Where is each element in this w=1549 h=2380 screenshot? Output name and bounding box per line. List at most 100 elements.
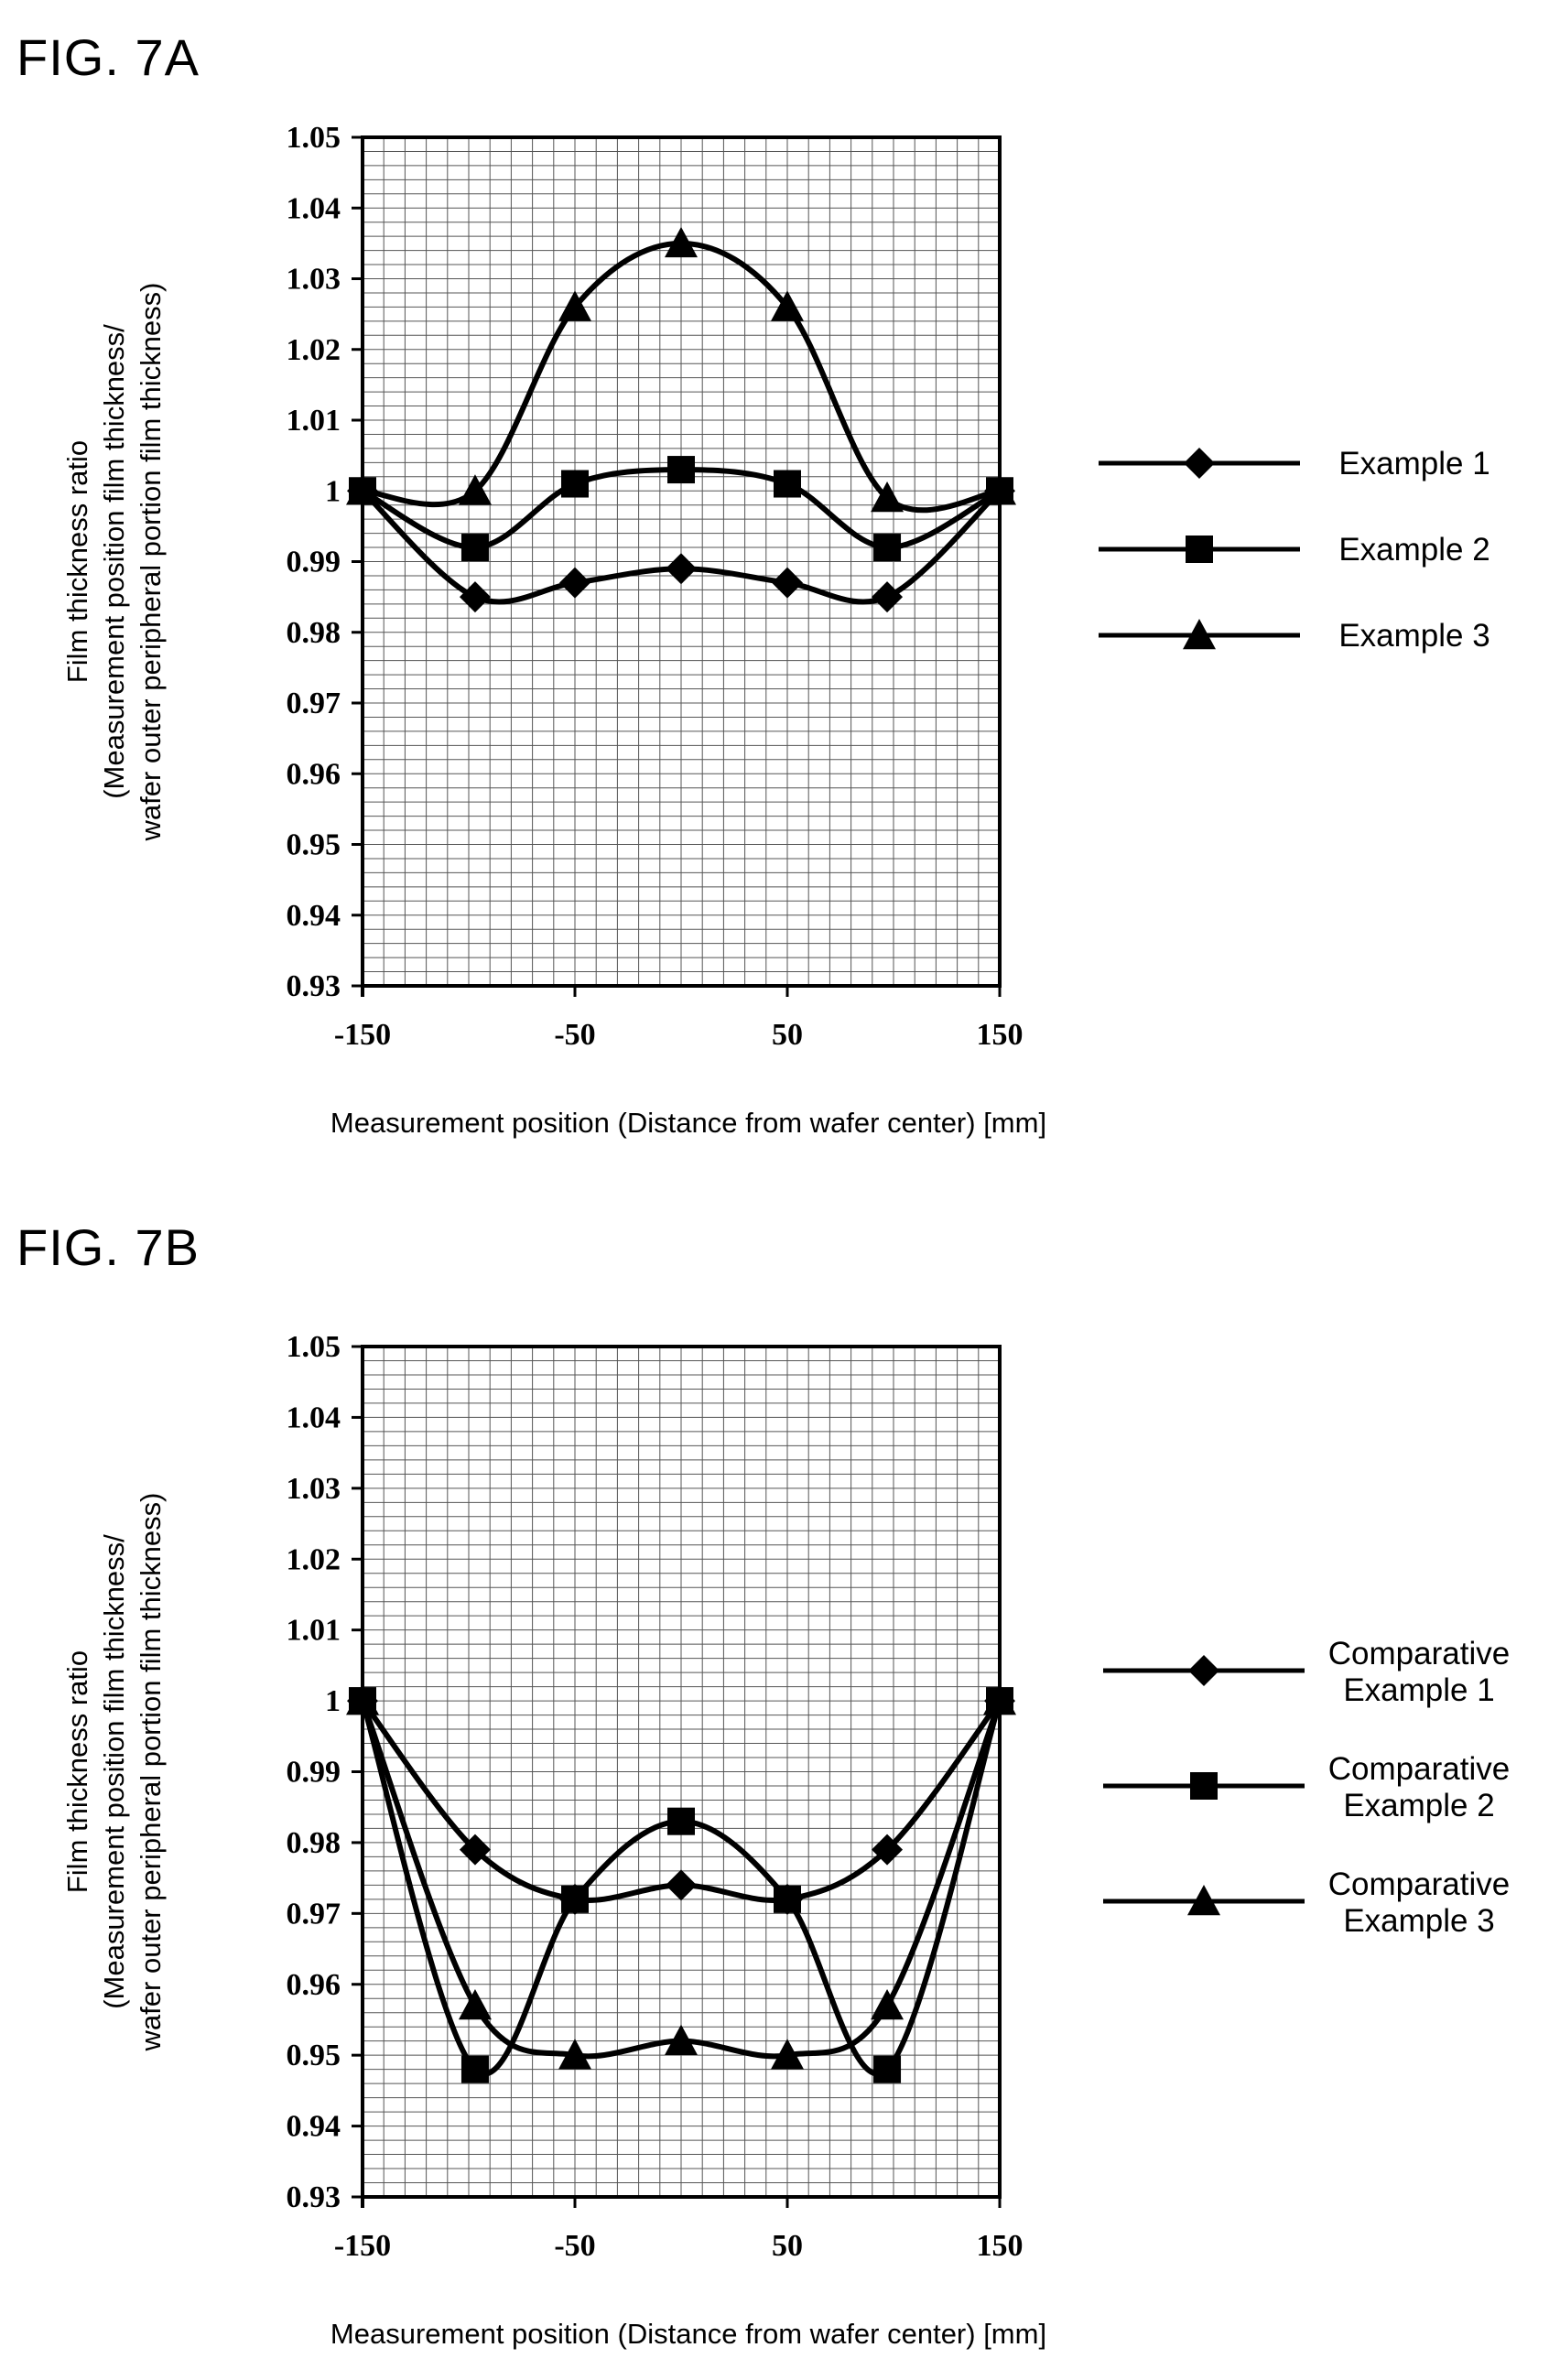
- legend-label: Comparative Example 2: [1328, 1751, 1510, 1823]
- legend-label-line: Comparative: [1328, 1866, 1510, 1902]
- legend-label-line: Example 3: [1343, 1903, 1494, 1939]
- y-tick-label: 1.01: [287, 1614, 341, 1648]
- legend-label: Example 3: [1338, 618, 1489, 654]
- legend-marker: [1183, 619, 1216, 650]
- y-tick-label: 0.96: [287, 1968, 341, 2002]
- data-point: [873, 2055, 902, 2083]
- y-axis-label-line: Film thickness ratio: [61, 1650, 93, 1893]
- y-tick-label: 1.03: [287, 1472, 341, 1506]
- data-point: [458, 1988, 492, 2020]
- data-point: [459, 581, 491, 613]
- legend-item: Comparative Example 3: [1103, 1866, 1510, 1939]
- data-point: [459, 1834, 491, 1866]
- x-tick-label: 50: [772, 2229, 803, 2263]
- legend-marker: [1186, 536, 1213, 563]
- data-point: [872, 581, 904, 613]
- y-tick-label: 1.05: [287, 1330, 341, 1364]
- legend-label-line: Comparative: [1328, 1636, 1510, 1671]
- y-tick-label: 1.02: [287, 1542, 341, 1576]
- gridlines: [363, 1347, 1000, 2197]
- data-point: [667, 1807, 695, 1835]
- legend-label-line: Comparative: [1328, 1751, 1510, 1787]
- x-axis-label: Measurement position (Distance from wafe…: [330, 2318, 1046, 2350]
- data-point: [983, 474, 1016, 505]
- legend-label: Comparative Example 3: [1328, 1866, 1510, 1939]
- legend-label-line: Example 1: [1338, 446, 1489, 481]
- data-point: [558, 290, 591, 321]
- y-axis-label-line: (Measurement position film thickness/: [98, 324, 130, 799]
- legend-item: Comparative Example 2: [1103, 1751, 1510, 1823]
- y-tick-label: 1: [325, 474, 341, 508]
- data-point: [460, 2055, 489, 2083]
- legend-marker: [1184, 448, 1215, 479]
- y-tick-label: 0.97: [287, 1897, 341, 1931]
- series-square: [349, 1687, 1013, 2083]
- x-tick-label: 150: [977, 2229, 1024, 2263]
- y-axis-label-line: wafer outer peripheral portion film thic…: [135, 283, 167, 842]
- y-tick-label: 0.97: [287, 687, 341, 720]
- data-point: [561, 470, 589, 498]
- data-point: [666, 1869, 697, 1901]
- y-tick-label: 0.93: [287, 2180, 341, 2214]
- legend-marker: [1190, 1772, 1218, 1800]
- y-tick-label: 0.98: [287, 1826, 341, 1860]
- data-point: [774, 470, 801, 498]
- data-point: [872, 1834, 904, 1866]
- x-tick-label: -50: [554, 2229, 595, 2263]
- y-tick-label: 0.99: [287, 546, 341, 579]
- legend-label: Comparative Example 1: [1328, 1636, 1510, 1708]
- y-tick-label: 1.04: [287, 1401, 341, 1434]
- legend-item: Example 2: [1099, 532, 1490, 568]
- x-tick-label: 150: [977, 1018, 1024, 1052]
- series-triangle: [346, 1684, 1016, 2070]
- data-point: [871, 1988, 904, 2020]
- y-tick-label: 1.03: [287, 263, 341, 297]
- data-point: [346, 1684, 379, 1715]
- legend-item: Example 1: [1099, 446, 1490, 481]
- y-tick-label: 0.93: [287, 969, 341, 1003]
- figure-7a: FIG. 7A 1.05 1.04 1.03 1.02 1.01 1 0.99 0.98 0.9…: [16, 28, 1490, 1139]
- legend-label-line: Example 3: [1338, 618, 1489, 654]
- figure-label: FIG. 7B: [16, 1218, 200, 1276]
- legend-label: Example 1: [1338, 446, 1489, 481]
- legend-label-line: Example 2: [1338, 532, 1489, 568]
- y-tick-label: 0.95: [287, 828, 341, 862]
- legend-label: Example 2: [1338, 532, 1489, 568]
- legend-label-line: Example 1: [1343, 1672, 1494, 1708]
- data-point: [772, 567, 803, 599]
- x-tick-label: -150: [334, 2229, 391, 2263]
- y-tick-label: 0.98: [287, 616, 341, 650]
- y-axis-label-line: (Measurement position film thickness/: [98, 1534, 130, 2009]
- x-tick-label: -150: [334, 1018, 391, 1052]
- data-point: [346, 474, 379, 505]
- legend-item: Example 3: [1099, 618, 1490, 654]
- data-point: [871, 481, 904, 513]
- legend-marker: [1188, 1655, 1219, 1686]
- y-tick-label: 1.02: [287, 333, 341, 367]
- data-point: [559, 567, 590, 599]
- figure-7b: FIG. 7B 1.05 1.04 1.03 1.02 1.01 1 0.99 0.98 0.9…: [0, 1190, 1549, 2380]
- y-axis-label-line: Film thickness ratio: [61, 440, 93, 683]
- y-tick-label: 1.04: [287, 191, 341, 225]
- data-point: [458, 474, 492, 505]
- legend-label-line: Example 2: [1343, 1788, 1494, 1823]
- data-point: [667, 456, 695, 484]
- y-tick-label: 0.95: [287, 2039, 341, 2072]
- data-point: [983, 1684, 1016, 1715]
- y-tick-label: 1.01: [287, 404, 341, 438]
- y-tick-label: 0.94: [287, 899, 341, 933]
- y-axis-label: Film thickness ratio (Measurement positio…: [61, 1493, 167, 2052]
- data-point: [558, 2039, 591, 2070]
- data-point: [561, 1885, 589, 1913]
- y-axis-label-line: wafer outer peripheral portion film thic…: [135, 1493, 167, 2052]
- y-tick-label: 0.96: [287, 757, 341, 791]
- y-tick-label: 1.05: [287, 121, 341, 155]
- data-point: [665, 226, 698, 258]
- legend-item: Comparative Example 1: [1103, 1636, 1510, 1708]
- data-point: [774, 1885, 801, 1913]
- x-tick-label: -50: [554, 1018, 595, 1052]
- data-point: [873, 534, 902, 562]
- x-tick-label: 50: [772, 1018, 803, 1052]
- y-tick-label: 1: [325, 1684, 341, 1718]
- x-axis-label: Measurement position (Distance from wafe…: [330, 1107, 1046, 1139]
